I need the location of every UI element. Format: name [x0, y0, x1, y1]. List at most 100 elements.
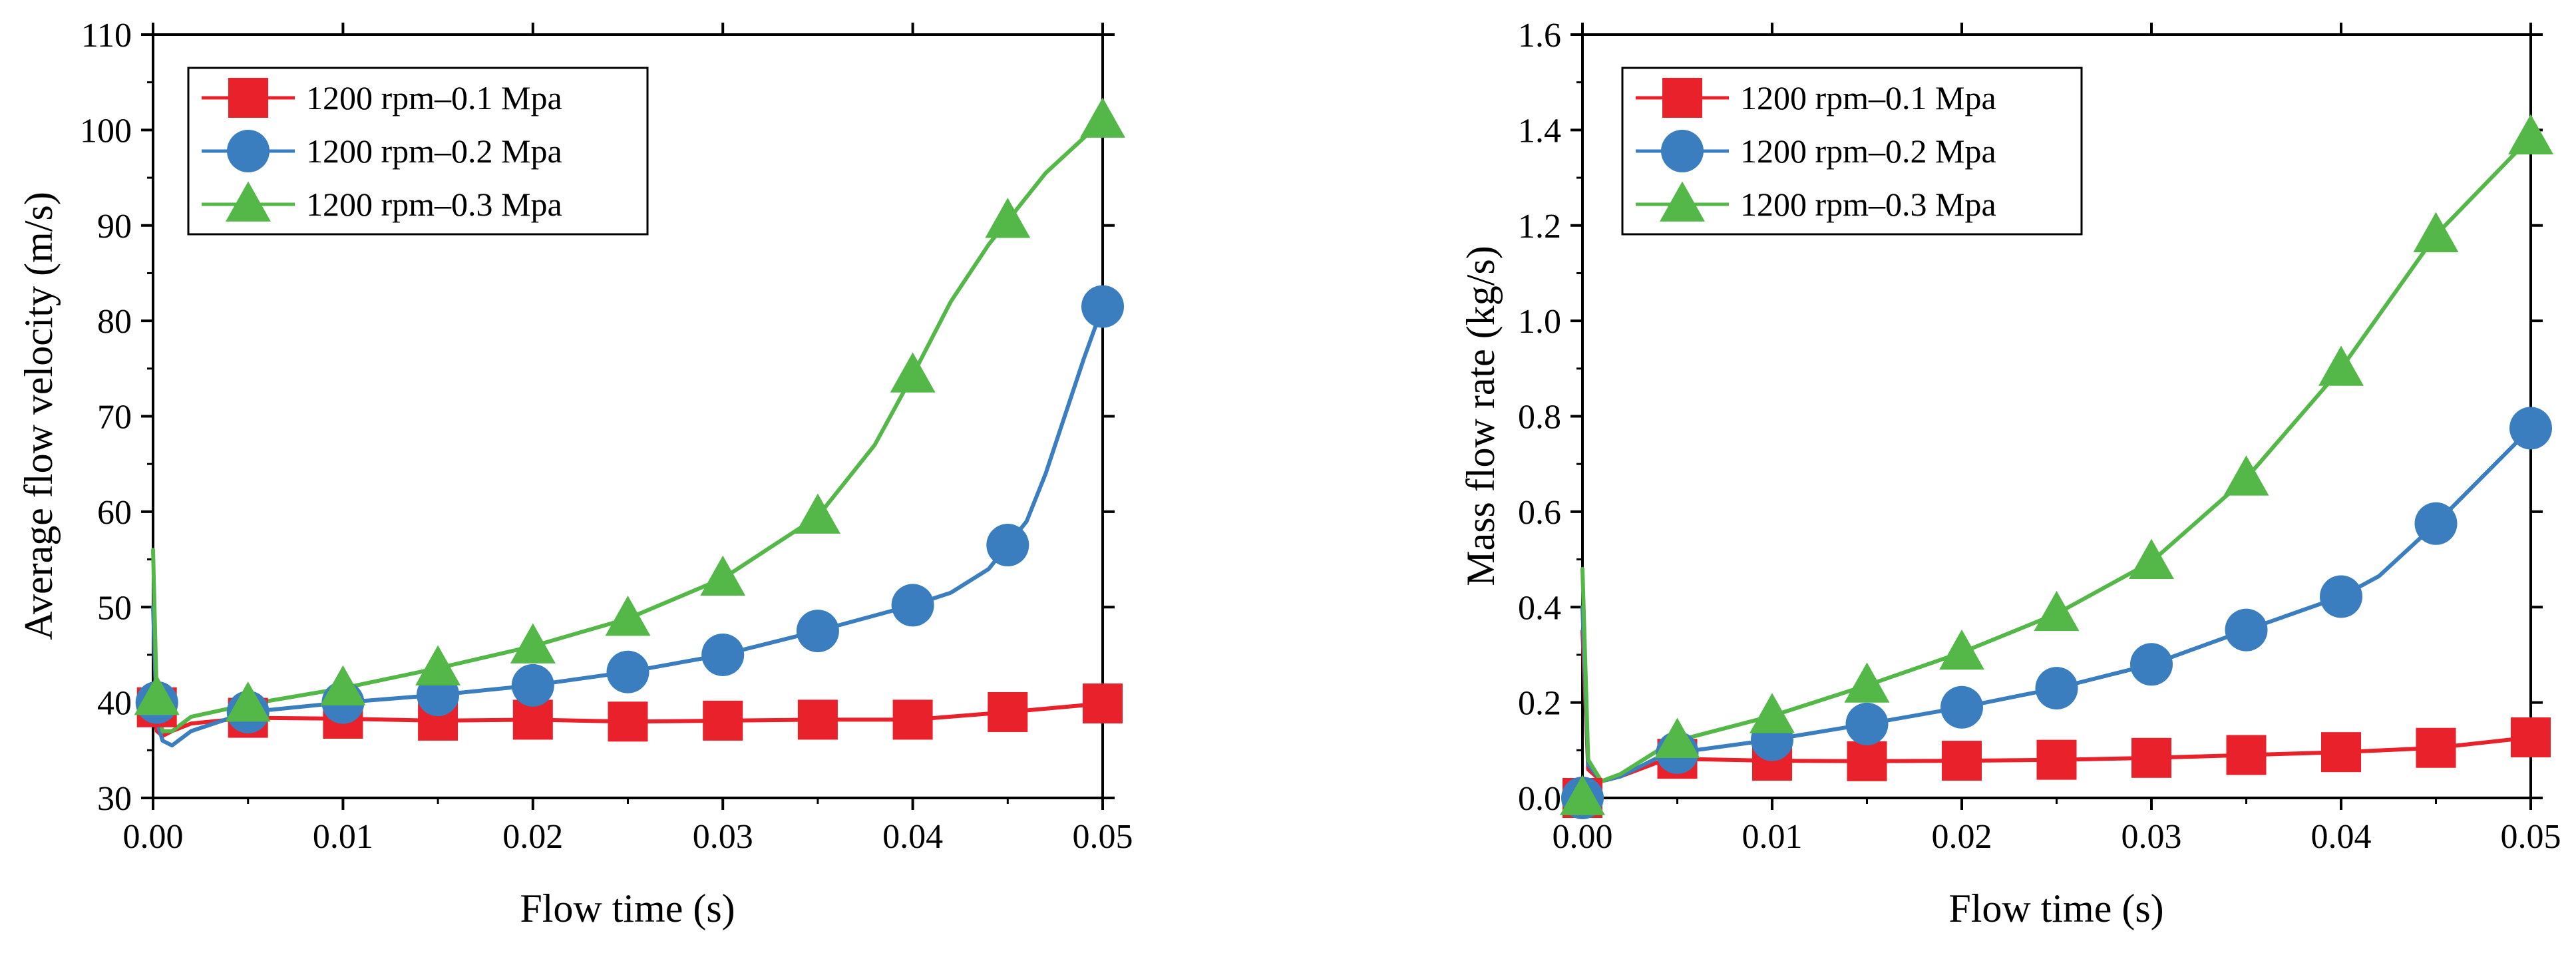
x-tick-label: 0.03 [2121, 818, 2182, 856]
series-0-point [2036, 739, 2077, 780]
y-tick-label: 80 [97, 303, 132, 341]
series-1-point [2130, 643, 2173, 686]
y-tick-label: 0.2 [1518, 685, 1561, 723]
x-tick-label: 0.04 [882, 818, 943, 856]
series-0-point [1942, 741, 1982, 781]
legend-label-0: 1200 rpm–0.1 Mpa [306, 79, 562, 116]
legend-item-1: 1200 rpm–0.2 Mpa [202, 130, 562, 172]
series-0-point [608, 701, 648, 742]
y-tick-label: 1.2 [1518, 208, 1561, 246]
y-tick-label: 0.6 [1518, 494, 1561, 532]
x-tick-label: 0.02 [502, 818, 563, 856]
y-tick-label: 30 [97, 780, 132, 818]
legend-marker-shape-1 [227, 130, 270, 172]
series-1-point [986, 524, 1029, 567]
x-tick-label: 0.02 [1932, 818, 1992, 856]
series-0-point [703, 700, 743, 741]
chart-mass-flow-rate: 0.00 0.01 0.02 0.03 0.04 0.05 0.0 0.2 0.4 0.6 0.8… [1459, 17, 2561, 930]
legend-item-0: 1200 rpm–0.1 Mpa [202, 78, 562, 118]
y-tick-label: 0.0 [1518, 780, 1561, 818]
legend: 1200 rpm–0.1 Mpa 1200 rpm–0.2 Mpa 1200 r… [1621, 67, 2083, 236]
series-1-point [891, 584, 934, 627]
series-1-point [2509, 407, 2552, 450]
x-axis-title: Flow time (s) [520, 886, 735, 930]
legend-marker-0 [228, 78, 268, 118]
series-2-point [2223, 455, 2269, 496]
series-2-point [2034, 590, 2080, 632]
series-0-point [892, 699, 933, 740]
series-1-point [1845, 702, 1889, 745]
y-tick-label: 40 [97, 685, 132, 723]
legend-item-1: 1200 rpm–0.2 Mpa [1636, 130, 1996, 172]
y-tick-label: 110 [81, 17, 132, 55]
series-2-point [890, 352, 936, 393]
series-2-point [134, 674, 180, 715]
y-tick-label: 0.8 [1518, 399, 1561, 437]
series-2-point [1560, 775, 1605, 815]
y-tick-label: 60 [97, 494, 132, 532]
series-0-point [797, 699, 838, 740]
x-tick-label: 0.05 [2501, 818, 2561, 856]
series-2-point [320, 665, 366, 705]
series-1-point [2225, 608, 2268, 652]
series-1-point [1940, 685, 1983, 729]
y-tick-label: 90 [97, 208, 132, 246]
series-2-point [2413, 212, 2459, 252]
series-1-point [701, 633, 745, 676]
x-tick-labels: 0.00 0.01 0.02 0.03 0.04 0.05 [123, 818, 1133, 856]
y-axis-title: Mass flow rate (kg/s) [1459, 246, 1503, 586]
legend-label-1: 1200 rpm–0.2 Mpa [306, 132, 562, 170]
series-2-point [225, 681, 271, 722]
y-tick-label: 100 [80, 112, 132, 150]
legend-item-0: 1200 rpm–0.1 Mpa [1636, 78, 1996, 118]
y-tick-labels: 0.0 0.2 0.4 0.6 0.8 1.0 1.2 1.4 1.6 [1518, 17, 1561, 818]
series-2-point [605, 595, 651, 636]
series-0-point [988, 691, 1028, 732]
series-0-point [2511, 717, 2551, 757]
x-tick-label: 0.03 [693, 818, 753, 856]
series-0-point [1083, 683, 1123, 724]
series-2-point [510, 623, 556, 664]
legend-marker-1 [1661, 130, 1704, 172]
series-2-point [2129, 538, 2174, 580]
series-1-point [606, 650, 649, 693]
series-0-point [1847, 741, 1887, 781]
series-2-point [795, 493, 840, 534]
series-1-point [796, 610, 839, 653]
legend-marker-shape-0 [1662, 78, 1702, 118]
series-1-point [511, 664, 554, 707]
series-2-point [2318, 345, 2364, 386]
legend-marker-2 [1660, 181, 1705, 222]
series-1-point [1081, 285, 1124, 328]
series-1-point [2320, 575, 2362, 618]
series-markers [1560, 114, 2553, 819]
x-tick-label: 0.04 [2311, 818, 2372, 856]
legend-marker-shape-2 [1660, 181, 1705, 222]
legend-label-0: 1200 rpm–0.1 Mpa [1740, 79, 1996, 116]
legend-marker-1 [227, 130, 270, 172]
series-0-point [2321, 732, 2361, 773]
legend-marker-0 [1662, 78, 1702, 118]
series-2-point [700, 555, 746, 596]
y-tick-label: 50 [97, 589, 132, 627]
legend-label-1: 1200 rpm–0.2 Mpa [1740, 132, 1996, 170]
series-1-point [2035, 667, 2078, 710]
series-markers [134, 97, 1125, 742]
legend-item-2: 1200 rpm–0.3 Mpa [1636, 181, 1996, 223]
legend-marker-shape-0 [228, 78, 268, 118]
legend-marker-2 [226, 181, 271, 222]
legend-label-2: 1200 rpm–0.3 Mpa [306, 186, 562, 223]
y-tick-label: 1.6 [1518, 17, 1561, 55]
series-0-point [2226, 735, 2267, 775]
y-tick-label: 0.4 [1518, 589, 1561, 627]
x-tick-label: 0.00 [123, 818, 184, 856]
x-tick-label: 0.01 [1742, 818, 1803, 856]
chart-average-flow-velocity: 0.00 0.01 0.02 0.03 0.04 0.05 30 40 50 60 70 80 90 1… [17, 17, 1133, 930]
x-tick-label: 0.01 [313, 818, 373, 856]
series-0-point [2416, 727, 2456, 768]
legend-marker-shape-2 [226, 181, 271, 222]
series-2-point [1844, 662, 1890, 703]
y-tick-label: 1.4 [1518, 112, 1561, 150]
